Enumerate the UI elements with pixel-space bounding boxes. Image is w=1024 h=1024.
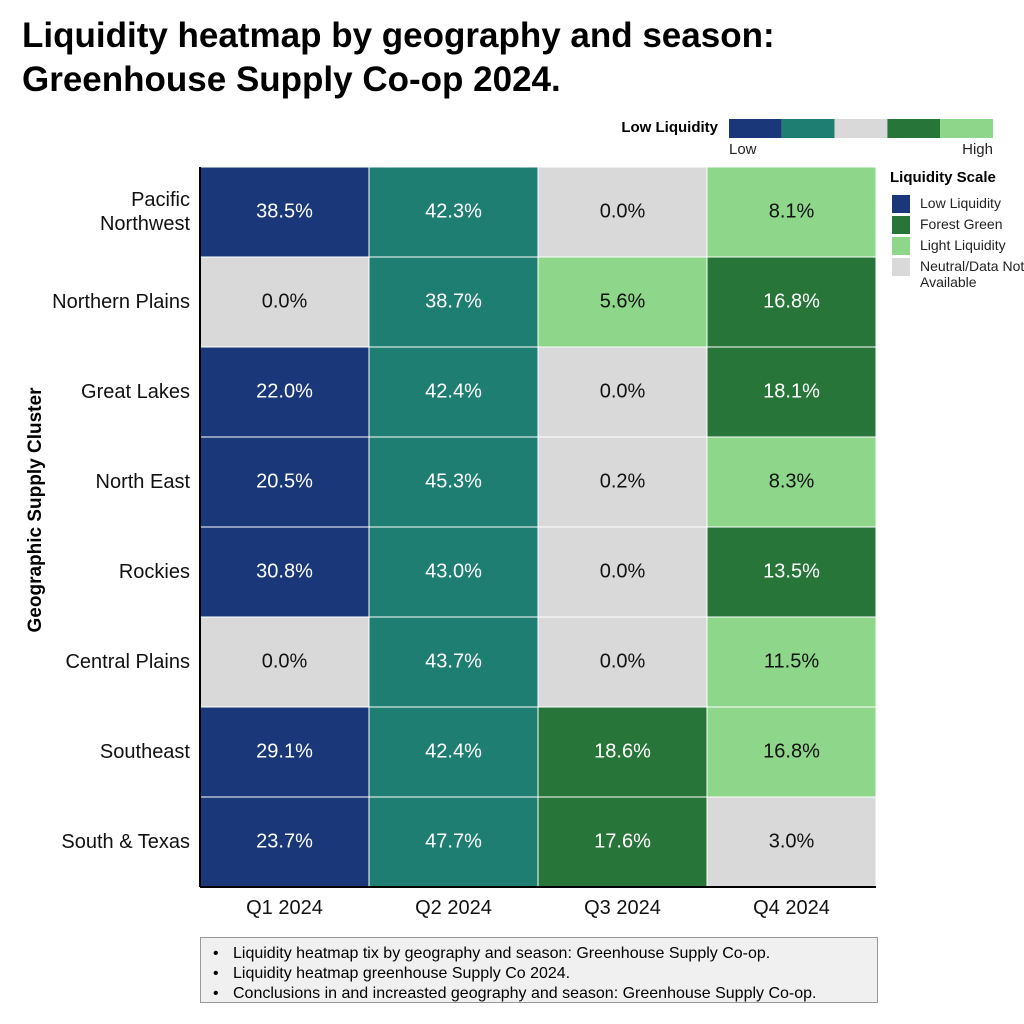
heatmap-cell [368, 436, 539, 528]
heatmap-cell [706, 616, 877, 708]
y-tick-label: Rockies [118, 561, 190, 583]
heatmap-cell [368, 796, 539, 888]
x-tick-label: Q2 2024 [415, 897, 492, 919]
heatmap-cell [199, 616, 370, 708]
cell-label: 0.0% [262, 290, 308, 312]
cell-label: 18.1% [763, 380, 820, 402]
legend-label: Low Liquidity [920, 195, 1001, 211]
cell-label: 8.1% [769, 200, 815, 222]
heatmap-cell [199, 256, 370, 348]
legend-swatch [892, 195, 910, 213]
y-tick-label: Northern Plains [52, 291, 190, 313]
x-tick-label: Q3 2024 [584, 897, 661, 919]
y-tick-label: Pacific Northwest [99, 189, 190, 235]
cell-label: 0.0% [600, 650, 646, 672]
cell-label: 29.1% [256, 740, 313, 762]
legend-label: Neutral/Data Not Available [920, 258, 1024, 290]
y-axis-title: Geographic Supply Cluster [25, 387, 46, 633]
cell-label: 38.5% [256, 200, 313, 222]
y-tick-label: North East [95, 471, 190, 493]
legend-item: Low Liquidity [892, 195, 1024, 213]
heatmap-cell [199, 526, 370, 618]
cell-label: 0.0% [600, 380, 646, 402]
cell-label: 16.8% [763, 740, 820, 762]
cell-label: 0.0% [262, 650, 308, 672]
legend-title: Liquidity Scale [890, 169, 996, 186]
cell-label: 42.4% [425, 740, 482, 762]
chart-title: Liquidity heatmap by geography and seaso… [22, 16, 775, 55]
legend-label: Light Liquidity [920, 237, 1006, 253]
heatmap-cell [537, 346, 708, 438]
y-tick-label: South & Texas [61, 831, 190, 853]
cell-label: 47.7% [425, 830, 482, 852]
colorbar-segment [940, 119, 993, 138]
legend-item: Light Liquidity [892, 237, 1024, 255]
colorbar-segment [834, 119, 888, 138]
cell-label: 30.8% [256, 560, 313, 582]
heatmap-cell [706, 526, 877, 618]
colorbar-segment [729, 119, 782, 138]
cell-label: 0.2% [600, 470, 646, 492]
cell-label: 43.7% [425, 650, 482, 672]
heatmap-cell [368, 346, 539, 438]
heatmap-cell [706, 706, 877, 798]
legend-swatch [892, 216, 910, 234]
colorbar-segment [781, 119, 835, 138]
legend-label: Forest Green [920, 216, 1003, 232]
cell-label: 3.0% [769, 830, 815, 852]
heatmap-cell [706, 796, 877, 888]
heatmap-cell [537, 616, 708, 708]
y-tick-label: Great Lakes [81, 381, 190, 403]
cell-label: 16.8% [763, 290, 820, 312]
colorbar-segment [887, 119, 941, 138]
x-tick-label: Q4 2024 [753, 897, 830, 919]
colorbar-high: High [962, 141, 993, 158]
y-tick-label: Southeast [99, 741, 190, 763]
heatmap-cell [199, 706, 370, 798]
heatmap-cell [368, 526, 539, 618]
cell-label: 42.4% [425, 380, 482, 402]
heatmap-cell [368, 256, 539, 348]
x-tick-label: Q1 2024 [246, 897, 323, 919]
heatmap-cell [706, 436, 877, 528]
heatmap-cell [537, 796, 708, 888]
cell-label: 8.3% [769, 470, 815, 492]
heatmap-cell [706, 346, 877, 438]
cell-label: 20.5% [256, 470, 313, 492]
colorbar-low: Low [729, 141, 757, 158]
note: Conclusions in and increasted geography … [209, 984, 869, 1004]
cell-label: 18.6% [594, 740, 651, 762]
chart-title: Greenhouse Supply Co-op 2024. [22, 60, 561, 99]
heatmap-cell [706, 256, 877, 348]
legend-item: Forest Green [892, 216, 1024, 234]
legend-item: Neutral/Data Not Available [892, 258, 1024, 290]
y-tick-label: Central Plains [65, 651, 190, 673]
legend-swatch [892, 258, 910, 276]
heatmap-cell [537, 256, 708, 348]
colorbar-title: Low Liquidity [621, 119, 718, 136]
notes-box: Liquidity heatmap tix by geography and s… [200, 937, 878, 1003]
cell-label: 42.3% [425, 200, 482, 222]
cell-label: 22.0% [256, 380, 313, 402]
note: Liquidity heatmap tix by geography and s… [209, 944, 869, 964]
heatmap-cell [537, 706, 708, 798]
cell-label: 45.3% [425, 470, 482, 492]
cell-label: 11.5% [764, 650, 819, 672]
cell-label: 13.5% [763, 560, 820, 582]
cell-label: 23.7% [256, 830, 313, 852]
cell-label: 38.7% [425, 290, 482, 312]
heatmap-cell [368, 706, 539, 798]
heatmap-cell [537, 166, 708, 258]
note: Liquidity heatmap greenhouse Supply Co 2… [209, 964, 869, 984]
legend-swatch [892, 237, 910, 255]
cell-label: 43.0% [425, 560, 482, 582]
cell-label: 0.0% [600, 200, 646, 222]
cell-label: 0.0% [600, 560, 646, 582]
heatmap-cell [706, 166, 877, 258]
cell-label: 5.6% [600, 290, 646, 312]
cell-label: 17.6% [594, 830, 651, 852]
heatmap-cell [199, 436, 370, 528]
